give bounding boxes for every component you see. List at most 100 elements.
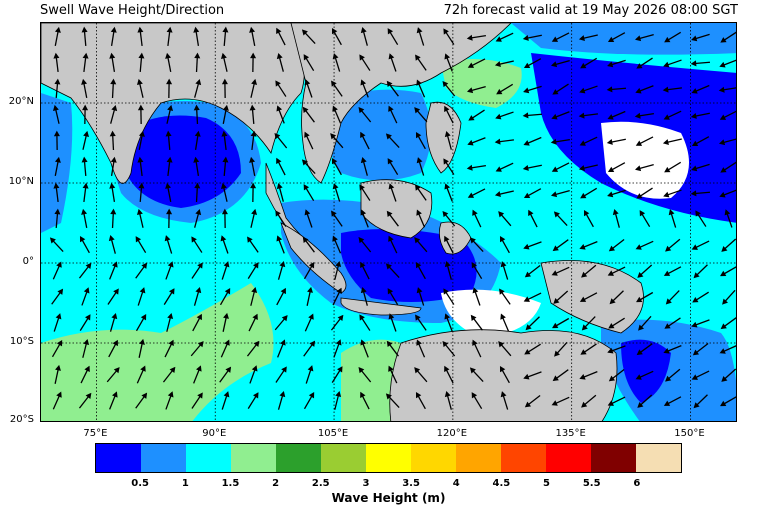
swell-arrow: [638, 315, 652, 331]
swell-arrow: [303, 340, 316, 357]
swell-arrow: [581, 316, 596, 331]
swell-arrow: [690, 112, 710, 119]
swell-arrow: [276, 27, 286, 46]
swell-arrow: [249, 104, 256, 125]
swell-arrow: [607, 110, 626, 120]
swell-arrow: [523, 58, 542, 69]
colorbar-swatch: [411, 444, 456, 472]
swell-arrow: [608, 368, 625, 382]
swell-arrow: [194, 130, 201, 150]
swell-arrow: [720, 31, 736, 43]
swell-arrow: [388, 183, 397, 202]
swell-arrow: [443, 288, 455, 305]
longitude-label: 90°E: [202, 428, 227, 439]
swell-arrow: [718, 86, 736, 93]
swell-map: [41, 23, 736, 421]
swell-arrow: [388, 313, 397, 332]
swell-arrow: [415, 131, 426, 150]
swell-arrow: [109, 182, 116, 202]
swell-arrow: [609, 290, 624, 305]
land-new-guinea: [540, 260, 644, 334]
swell-arrow: [52, 104, 60, 124]
swell-arrow: [193, 287, 202, 306]
swell-arrow: [193, 26, 200, 46]
swell-arrow: [551, 266, 570, 276]
swell-arrow: [416, 27, 425, 46]
swell-arrow: [165, 182, 172, 202]
swell-arrow: [250, 208, 258, 228]
swell-arrow: [388, 365, 398, 384]
swell-arrow: [79, 235, 90, 254]
swell-arrow: [635, 240, 654, 250]
swell-arrow: [137, 26, 144, 47]
swell-arrow: [192, 313, 202, 332]
swell-arrow: [494, 138, 515, 145]
swell-arrow: [54, 208, 61, 229]
swell-arrow: [54, 78, 61, 99]
swell-arrow: [136, 78, 144, 98]
swell-arrow: [137, 287, 146, 306]
swell-arrow: [110, 104, 118, 124]
swell-arrow: [166, 104, 174, 124]
zone-bay-of-bengal: [116, 115, 241, 208]
swell-arrow: [551, 162, 570, 172]
swell-arrow: [220, 182, 228, 202]
swell-arrow: [332, 235, 342, 254]
swell-arrow: [110, 156, 117, 176]
swell-arrow: [276, 235, 285, 254]
swell-arrow: [636, 291, 654, 303]
swell-arrow: [720, 266, 736, 277]
colorbar-tick-label: 3.5: [402, 478, 420, 489]
swell-arrow: [525, 316, 540, 331]
zone-north-pacific: [511, 23, 736, 55]
swell-arrow: [721, 368, 736, 382]
swell-arrow: [636, 187, 653, 199]
swell-arrow: [82, 130, 90, 150]
swell-arrow: [360, 391, 370, 410]
swell-arrow: [277, 339, 286, 358]
land-sulawesi: [438, 221, 472, 255]
swell-arrow: [250, 182, 257, 203]
swell-arrow: [415, 261, 426, 280]
land-masses: [41, 23, 644, 421]
swell-arrow: [135, 314, 147, 332]
swell-arrow: [109, 261, 118, 280]
swell-arrow: [331, 80, 343, 97]
swell-arrow: [523, 85, 542, 94]
swell-arrow: [500, 261, 509, 280]
swell-arrow: [221, 208, 228, 229]
swell-arrow: [277, 391, 286, 410]
swell-arrow: [662, 86, 683, 93]
swell-arrow: [522, 34, 542, 41]
swell-arrow: [580, 343, 597, 355]
swell-arrow: [606, 138, 626, 145]
swell-arrow: [221, 130, 228, 151]
swell-arrow: [691, 240, 710, 250]
swell-arrow: [524, 343, 541, 355]
colorbar-swatch: [636, 444, 681, 472]
swell-arrow: [107, 288, 119, 305]
swell-arrow: [250, 286, 258, 306]
swell-arrow: [165, 391, 174, 410]
swell-arrow: [692, 342, 709, 356]
swell-arrow: [274, 132, 288, 149]
swell-arrow: [108, 339, 118, 358]
zone-no-data-arafura: [441, 289, 541, 338]
swell-arrow: [467, 58, 486, 68]
zone-taiwan-green: [441, 59, 522, 108]
land-java: [340, 297, 422, 316]
swell-arrow: [722, 289, 736, 305]
swell-arrow: [79, 314, 91, 331]
swell-arrow: [331, 27, 342, 46]
swell-arrow: [550, 138, 570, 145]
swell-arrow: [81, 26, 88, 47]
swell-arrow: [691, 136, 710, 147]
swell-arrow: [552, 239, 569, 252]
swell-arrow: [385, 263, 400, 279]
swell-arrow: [51, 340, 63, 358]
swell-arrow: [416, 79, 426, 98]
swell-arrow: [718, 138, 736, 146]
swell-arrow: [330, 133, 344, 149]
swell-arrow: [246, 340, 260, 357]
swell-arrow: [53, 52, 60, 73]
